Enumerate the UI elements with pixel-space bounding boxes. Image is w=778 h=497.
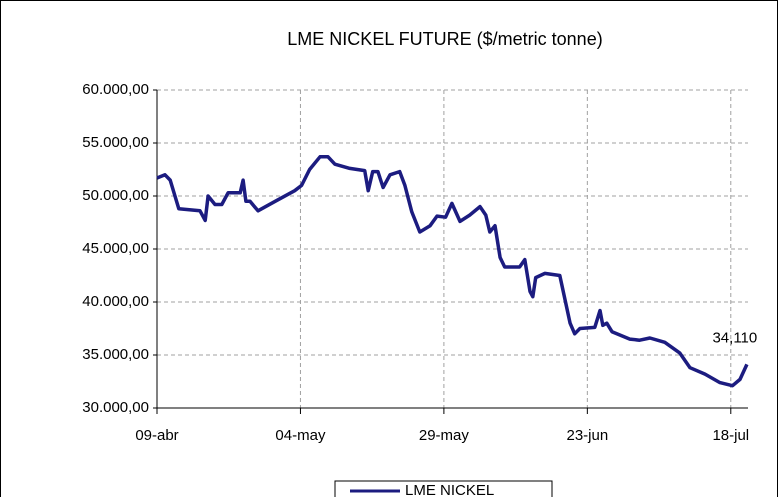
annotation: 34,110: [712, 329, 757, 346]
chart-title: LME NICKEL FUTURE ($/metric tonne): [287, 29, 602, 49]
x-tick-label: 18-jul: [712, 427, 749, 444]
y-tick-label: 55.000,00: [82, 134, 149, 151]
x-tick-label: 29-may: [419, 427, 470, 444]
y-tick-label: 40.000,00: [82, 293, 149, 310]
y-tick-label: 30.000,00: [82, 399, 149, 416]
x-tick-label: 23-jun: [566, 427, 608, 444]
y-tick-label: 50.000,00: [82, 187, 149, 204]
y-tick-label: 60.000,00: [82, 81, 149, 98]
y-tick-label: 45.000,00: [82, 240, 149, 257]
y-tick-label: 35.000,00: [82, 346, 149, 363]
line: [156, 155, 749, 388]
legend-label: LME NICKEL: [405, 482, 494, 497]
legend-box: [334, 480, 553, 497]
x-tick-label: 04-may: [275, 427, 326, 444]
x-tick-label: 09-abr: [135, 427, 178, 444]
